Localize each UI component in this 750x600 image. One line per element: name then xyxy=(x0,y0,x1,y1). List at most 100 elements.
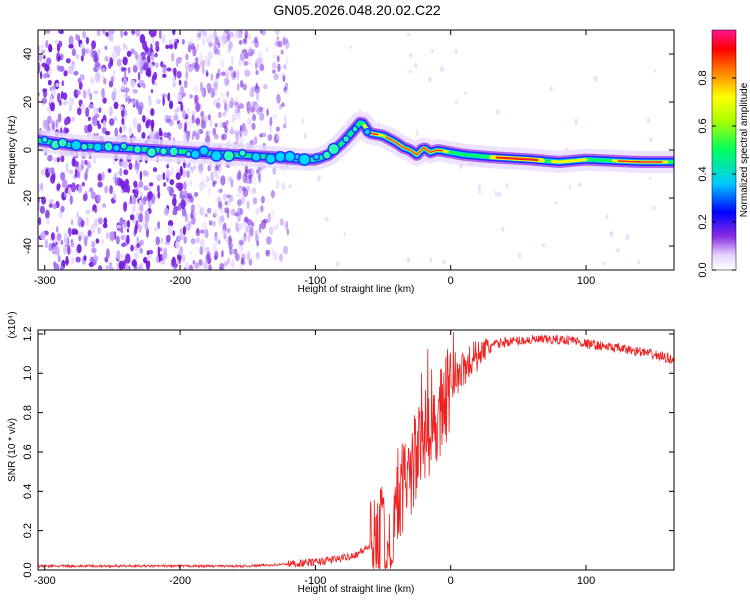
spectrogram-noise-blob xyxy=(60,205,65,213)
spectrogram-noise-blob xyxy=(53,263,60,270)
spectrogram-noise-blob xyxy=(60,265,63,270)
spectrogram-noise-blob xyxy=(442,259,446,264)
spectrogram-noise-blob xyxy=(142,170,149,177)
spectrogram-noise-blob xyxy=(138,199,143,205)
spectrogram-noise-blob xyxy=(165,169,171,179)
spectrogram-noise-blob xyxy=(212,127,217,136)
spectrogram-noise-blob xyxy=(238,134,244,145)
spectrogram-noise-blob xyxy=(70,218,74,226)
spectrogram-noise-blob xyxy=(63,117,69,126)
spectrogram-noise-blob xyxy=(238,239,245,246)
spectrogram-noise-blob xyxy=(44,238,48,249)
spectrogram-noise-blob xyxy=(229,248,235,255)
spectrogram-noise-blob xyxy=(109,185,113,195)
spectrogram-noise-blob xyxy=(246,185,250,192)
spectrogram-ridge-dot xyxy=(81,144,88,150)
snr-y-tick-label: 0.8 xyxy=(22,405,34,420)
spectrogram-noise-blob xyxy=(429,257,433,264)
spectrogram-noise-blob xyxy=(144,210,150,217)
spectrogram-noise-blob xyxy=(71,228,77,233)
spectrogram-noise-blob xyxy=(97,264,103,270)
spectrogram-noise-blob xyxy=(40,182,44,191)
spectrogram-noise-blob xyxy=(156,184,160,193)
spectrogram-noise-blob xyxy=(94,219,99,228)
spectrogram-noise-blob xyxy=(150,89,154,94)
spectrogram-noise-blob xyxy=(190,238,196,245)
spectrogram-noise-blob xyxy=(52,85,56,90)
snr-y-multiplier: (x10⁴) xyxy=(7,311,18,338)
spectrogram-noise-blob xyxy=(646,117,651,123)
spectrogram-noise-blob xyxy=(160,61,164,68)
spectrogram-noise-blob xyxy=(129,214,135,221)
spectrogram-x-ticks: -300 -200 -100 0 100 xyxy=(34,30,595,287)
spectrogram-noise-blob xyxy=(637,259,640,265)
spectrogram-noise-blob xyxy=(248,258,253,266)
spectrogram-noise-blob xyxy=(115,235,120,245)
spectrogram-noise-blob xyxy=(263,83,268,90)
spectrogram-noise-blob xyxy=(172,193,177,199)
spectrogram-ridge-dot xyxy=(169,147,178,156)
spectrogram-y-ticks: -40 -20 0 20 40 xyxy=(22,48,674,254)
spectrogram-noise-blob xyxy=(245,249,251,258)
colorbar-label: Normalized spectral amplitude xyxy=(739,82,750,217)
spectrogram-noise-blob xyxy=(193,164,197,170)
spectrogram-noise-blob xyxy=(202,229,206,238)
spectrogram-noise-blob xyxy=(269,116,273,127)
spectrogram-noise-blob xyxy=(237,207,242,216)
spectrogram-noise-blob xyxy=(40,44,44,50)
spectrogram-noise-blob xyxy=(94,62,100,68)
spectrogram-noise-blob xyxy=(251,48,255,55)
spectrogram-noise-blob xyxy=(168,100,174,110)
spectrogram-noise-blob xyxy=(569,183,572,191)
spectrogram-noise-blob xyxy=(237,170,242,181)
spectrogram-noise-blob xyxy=(236,69,240,80)
spectrogram-noise-blob xyxy=(141,132,146,140)
spectrogram-noise-blob xyxy=(77,165,83,173)
spectrogram-noise-blob xyxy=(176,39,180,44)
spectrogram-noise-blob xyxy=(101,67,106,73)
spectrogram-noise-blob xyxy=(102,120,106,129)
spectrogram-noise-blob xyxy=(40,169,45,176)
spectrogram-ridge-dot xyxy=(113,145,120,151)
spectrogram-noise-blob xyxy=(157,246,161,256)
spectrogram-noise-blob xyxy=(166,67,172,72)
spectrogram-ridge-dot xyxy=(134,146,141,153)
spectrogram-noise-blob xyxy=(593,75,598,83)
spectrogram-noise-blob xyxy=(281,102,285,108)
spectrogram-noise-blob xyxy=(126,184,131,194)
spectrogram-noise-blob xyxy=(119,126,123,134)
spectrogram-noise-blob xyxy=(440,66,444,72)
spectrogram-noise-blob xyxy=(223,261,229,267)
spectrogram-noise-blob xyxy=(196,42,200,51)
spectrogram-noise-blob xyxy=(162,172,166,181)
spectrogram-noise-blob xyxy=(139,202,144,213)
spectrogram-noise-blob xyxy=(126,201,131,206)
spectrogram-noise-blob xyxy=(183,236,187,244)
spectrogram-noise-blob xyxy=(197,32,202,38)
spectrogram-noise-blob xyxy=(214,234,220,245)
colorbar-tick-label: 0.2 xyxy=(697,214,709,229)
spectrogram-noise-blob xyxy=(50,232,55,241)
spectrogram-noise-blob xyxy=(134,51,138,56)
spectrogram-noise-blob xyxy=(199,30,205,34)
spectrogram-noise-blob xyxy=(123,201,128,212)
spectrogram-noise-blob xyxy=(260,195,265,204)
spectrogram-noise-blob xyxy=(147,67,152,78)
spectrogram-noise-blob xyxy=(97,123,102,130)
spectrogram-noise-blob xyxy=(42,119,48,130)
spectrogram-noise-blob xyxy=(55,118,59,129)
spectrogram-noise-blob xyxy=(230,97,234,106)
spectrogram-noise-blob xyxy=(123,69,127,79)
spectrogram-noise-blob xyxy=(239,52,246,62)
spectrogram-noise-blob xyxy=(138,224,142,233)
spectrogram-noise-blob xyxy=(189,179,193,187)
spectrogram-noise-blob xyxy=(206,251,211,260)
spectrogram-noise-blob xyxy=(126,219,131,228)
spectrogram-noise-blob xyxy=(186,170,190,179)
spectrogram-y-tick-label: 0 xyxy=(22,147,34,153)
spectrogram-noise-blob xyxy=(52,246,58,251)
spectrogram-noise-blob xyxy=(239,248,243,255)
spectrogram-noise-blob xyxy=(175,57,179,68)
spectrogram-noise-blob xyxy=(226,90,230,98)
spectrogram-noise-blob xyxy=(260,205,264,213)
